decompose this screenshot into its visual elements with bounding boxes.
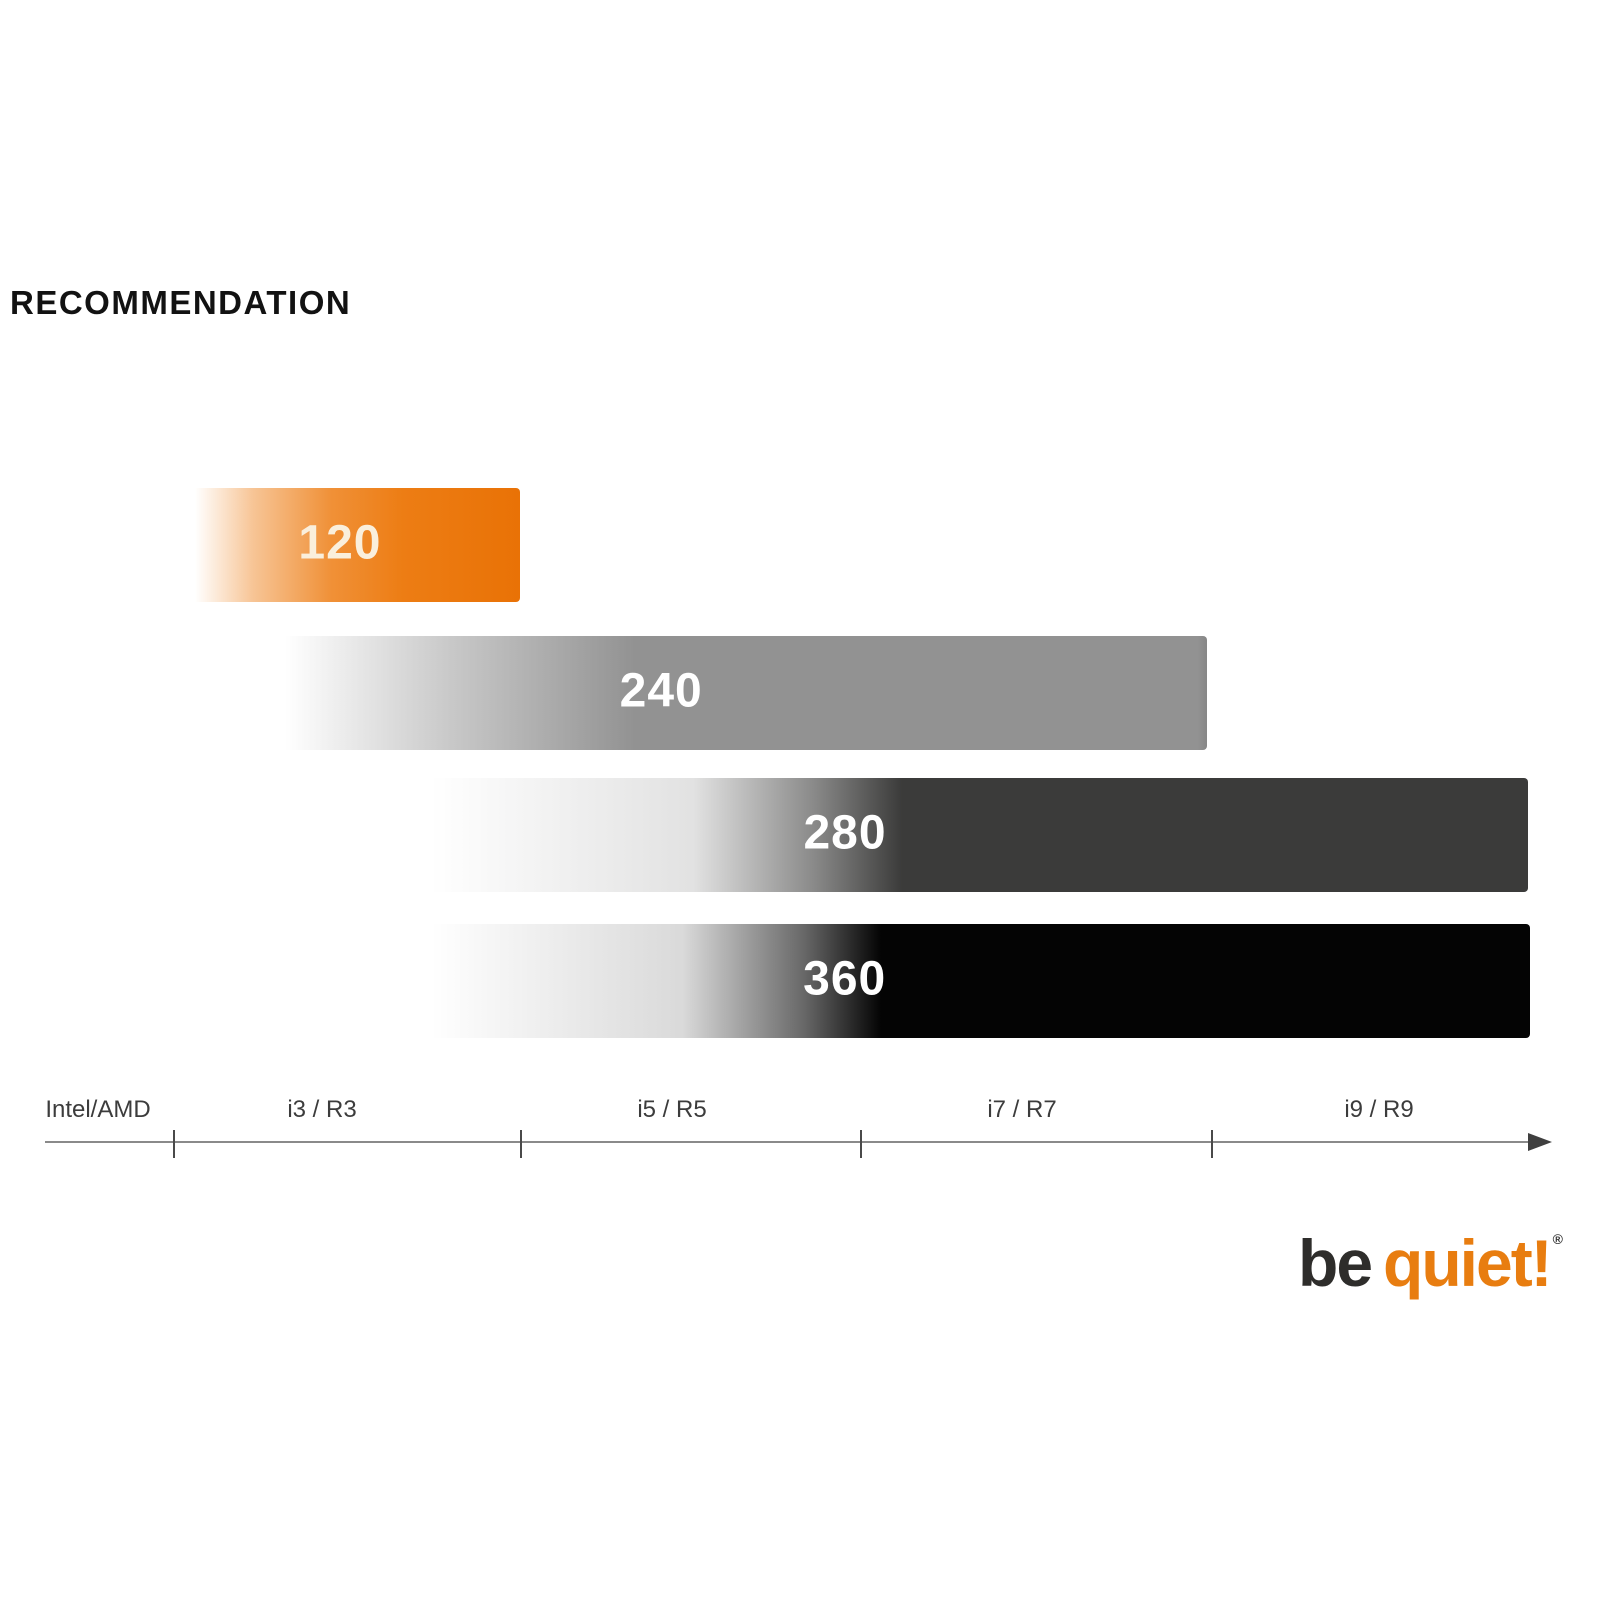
chart-title: RECOMMENDATION bbox=[10, 284, 352, 321]
bar-120mm-label: 120 bbox=[298, 516, 382, 570]
axis-tick-4 bbox=[1211, 1130, 1213, 1158]
axis-label-intel-amd: Intel/AMD bbox=[45, 1096, 151, 1123]
bar-280mm-label: 280 bbox=[803, 806, 887, 860]
bar-280mm: 280 bbox=[430, 778, 1528, 892]
bar-360mm: 360 bbox=[430, 924, 1530, 1038]
axis-label-i9-r9: i9 / R9 bbox=[1344, 1096, 1414, 1123]
bar-240mm: 240 bbox=[285, 636, 1207, 750]
logo-word-quiet: quiet! bbox=[1383, 1226, 1553, 1300]
trademark-icon: ® bbox=[1552, 1231, 1563, 1247]
axis-arrow-icon bbox=[1528, 1133, 1552, 1151]
axis-tick-1 bbox=[173, 1130, 175, 1158]
axis-label-i3-r3: i3 / R3 bbox=[287, 1096, 357, 1123]
logo-word-be: be bbox=[1298, 1226, 1373, 1300]
axis-label-i7-r7: i7 / R7 bbox=[987, 1096, 1057, 1123]
bar-360mm-label: 360 bbox=[803, 952, 887, 1006]
axis-label-i5-r5: i5 / R5 bbox=[637, 1096, 707, 1123]
axis-tick-3 bbox=[860, 1130, 862, 1158]
axis-tick-2 bbox=[520, 1130, 522, 1158]
bar-240mm-label: 240 bbox=[619, 664, 703, 718]
bar-120mm: 120 bbox=[195, 488, 520, 602]
be-quiet-logo: be quiet! ® bbox=[1298, 1230, 1563, 1296]
x-axis-line bbox=[45, 1141, 1535, 1143]
